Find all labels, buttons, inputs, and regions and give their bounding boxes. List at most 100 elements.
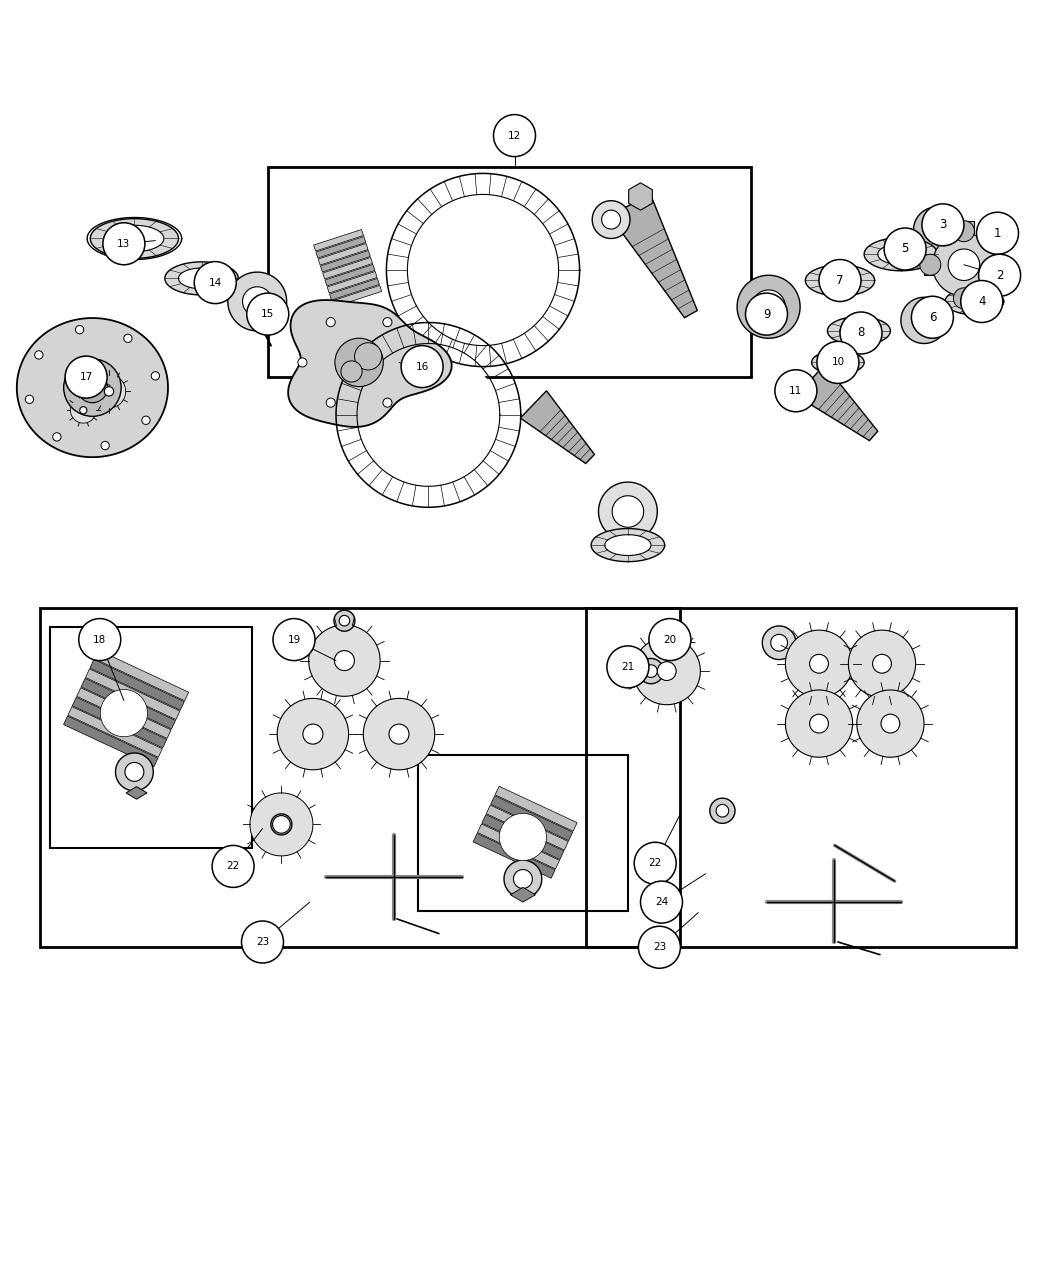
Circle shape — [920, 254, 941, 275]
Polygon shape — [710, 798, 735, 824]
Polygon shape — [334, 611, 355, 631]
Bar — [268, 167, 751, 377]
Circle shape — [649, 618, 691, 660]
Circle shape — [638, 926, 680, 968]
Circle shape — [298, 358, 307, 367]
Polygon shape — [629, 182, 652, 210]
Circle shape — [355, 343, 382, 370]
Circle shape — [302, 724, 323, 745]
Text: 11: 11 — [790, 386, 802, 395]
Polygon shape — [90, 218, 178, 259]
Polygon shape — [339, 616, 350, 626]
Circle shape — [634, 843, 676, 885]
Polygon shape — [925, 218, 948, 242]
Circle shape — [64, 358, 121, 417]
Polygon shape — [771, 635, 788, 652]
Polygon shape — [605, 534, 651, 556]
Polygon shape — [716, 805, 729, 817]
Circle shape — [953, 288, 974, 309]
Polygon shape — [332, 286, 381, 307]
Circle shape — [242, 921, 284, 963]
Polygon shape — [857, 690, 924, 757]
Circle shape — [334, 650, 355, 671]
Text: 22: 22 — [649, 858, 662, 868]
Text: 13: 13 — [118, 238, 130, 249]
Polygon shape — [94, 650, 189, 701]
Polygon shape — [878, 244, 924, 265]
Circle shape — [194, 261, 236, 303]
Polygon shape — [328, 272, 377, 293]
Polygon shape — [510, 887, 536, 903]
Polygon shape — [125, 762, 144, 782]
Circle shape — [65, 356, 107, 398]
Polygon shape — [105, 226, 164, 251]
Polygon shape — [17, 317, 168, 458]
Circle shape — [911, 296, 953, 338]
Polygon shape — [610, 194, 697, 317]
Bar — [586, 608, 1016, 947]
Circle shape — [104, 386, 113, 397]
Polygon shape — [521, 390, 594, 464]
Polygon shape — [81, 678, 175, 729]
Text: 3: 3 — [939, 218, 947, 231]
Bar — [418, 755, 628, 910]
Polygon shape — [324, 264, 375, 286]
Polygon shape — [638, 658, 664, 683]
Circle shape — [976, 212, 1018, 254]
Polygon shape — [165, 261, 238, 295]
Polygon shape — [68, 706, 163, 757]
Polygon shape — [598, 482, 657, 541]
Circle shape — [100, 690, 147, 737]
Polygon shape — [504, 861, 542, 898]
Circle shape — [101, 441, 109, 450]
Polygon shape — [848, 630, 916, 697]
Polygon shape — [612, 496, 644, 528]
Polygon shape — [602, 210, 621, 229]
Polygon shape — [126, 787, 147, 799]
Circle shape — [840, 312, 882, 354]
Circle shape — [810, 714, 828, 733]
Polygon shape — [490, 796, 572, 840]
Circle shape — [607, 646, 649, 688]
Text: 4: 4 — [978, 295, 986, 309]
Polygon shape — [116, 754, 153, 790]
Polygon shape — [271, 813, 292, 835]
Polygon shape — [645, 664, 657, 677]
Text: 9: 9 — [762, 307, 771, 320]
Polygon shape — [840, 323, 878, 339]
Circle shape — [388, 724, 410, 745]
Circle shape — [819, 260, 861, 301]
Circle shape — [884, 228, 926, 270]
Polygon shape — [812, 351, 864, 374]
Text: 17: 17 — [80, 372, 92, 382]
Polygon shape — [314, 230, 363, 251]
Text: 22: 22 — [227, 862, 239, 871]
Polygon shape — [250, 793, 313, 856]
Polygon shape — [309, 625, 380, 696]
Text: 12: 12 — [508, 130, 521, 140]
Text: 5: 5 — [901, 242, 909, 255]
Polygon shape — [914, 207, 960, 254]
Text: 23: 23 — [256, 937, 269, 947]
Text: 1: 1 — [993, 227, 1002, 240]
Polygon shape — [70, 398, 97, 423]
Text: 19: 19 — [288, 635, 300, 645]
Polygon shape — [914, 310, 934, 332]
Circle shape — [383, 317, 392, 326]
Text: 6: 6 — [928, 311, 937, 324]
Text: 24: 24 — [655, 898, 668, 907]
Circle shape — [76, 325, 84, 334]
Circle shape — [412, 358, 420, 367]
Circle shape — [78, 372, 107, 403]
Polygon shape — [827, 316, 890, 346]
Polygon shape — [486, 805, 568, 850]
Circle shape — [383, 398, 392, 407]
Polygon shape — [953, 221, 974, 309]
Polygon shape — [243, 287, 272, 316]
Circle shape — [327, 317, 335, 326]
Circle shape — [151, 372, 160, 380]
Polygon shape — [864, 237, 938, 270]
Circle shape — [124, 334, 132, 343]
Circle shape — [817, 342, 859, 384]
Circle shape — [35, 351, 43, 360]
